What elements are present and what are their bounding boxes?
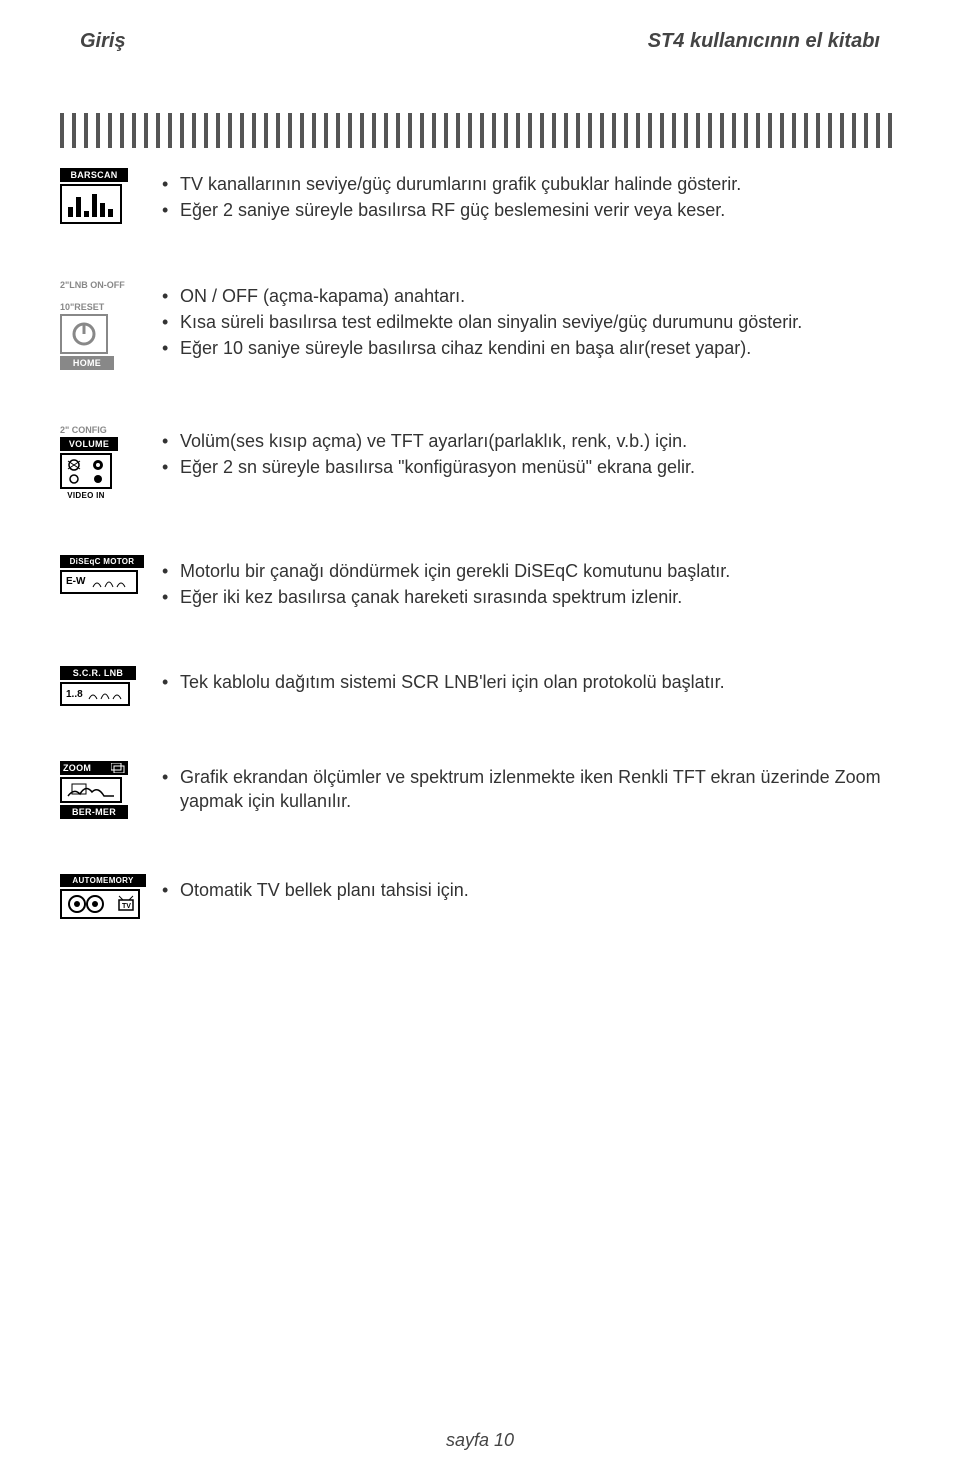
section-text: Otomatik TV bellek planı tahsisi için.	[180, 878, 900, 902]
section-home: 2"LNB ON-OFF 10"RESET HOME ON / OFF (açm…	[60, 280, 900, 370]
decorative-bar-top	[60, 113, 900, 148]
section-text: Tek kablolu dağıtım sistemi SCR LNB'leri…	[180, 670, 900, 694]
section-text: Eğer iki kez basılırsa çanak hareketi sı…	[180, 585, 900, 609]
section-barscan: BARSCAN TV kanallarının seviye/güç durum…	[60, 168, 900, 225]
zoom-label: ZOOM	[60, 761, 128, 775]
motor-icon: E-W	[60, 570, 138, 594]
gears-icon: TV	[60, 889, 140, 919]
videoin-label: VIDEO IN	[60, 491, 112, 500]
barscan-label: BARSCAN	[60, 168, 128, 182]
icon-motor: DiSEqC MOTOR E-W	[60, 555, 150, 594]
icon-scr: S.C.R. LNB 1..8	[60, 666, 150, 706]
motor-label: DiSEqC MOTOR	[60, 555, 144, 568]
lnb-onoff-label: 2"LNB ON-OFF	[60, 280, 140, 290]
scr-label: S.C.R. LNB	[60, 666, 136, 680]
zoom-box-icon	[60, 777, 122, 803]
header-right: ST4 kullanıcının el kitabı	[648, 30, 880, 53]
config-label: 2" CONFIG	[60, 425, 140, 435]
section-scr: S.C.R. LNB 1..8 Tek kablolu dağıtım sist…	[60, 666, 900, 706]
section-text: Eğer 2 sn süreyle basılırsa "konfigürasy…	[180, 455, 900, 479]
icon-barscan: BARSCAN	[60, 168, 150, 224]
icon-zoom: ZOOM BER-MER	[60, 761, 150, 819]
section-automem: AUTOMEMORY TV Otomatik TV bellek planı t…	[60, 874, 900, 919]
volume-icon	[60, 453, 112, 489]
bermer-label: BER-MER	[60, 805, 128, 819]
section-text: Eğer 2 saniye süreyle basılırsa RF güç b…	[180, 198, 900, 222]
tv-icon: TV	[117, 894, 135, 914]
reset-label: 10"RESET	[60, 302, 130, 312]
section-text: TV kanallarının seviye/güç durumlarını g…	[180, 172, 900, 196]
volume-label: VOLUME	[60, 437, 118, 451]
section-text: Eğer 10 saniye süreyle basılırsa cihaz k…	[180, 336, 900, 360]
power-icon	[60, 314, 108, 354]
section-motor: DiSEqC MOTOR E-W Motorlu bir çanağı dönd…	[60, 555, 900, 612]
page-footer: sayfa 10	[0, 1430, 960, 1451]
section-zoom: ZOOM BER-MER Grafik ekrandan ölçümler ve…	[60, 761, 900, 819]
section-text: Grafik ekrandan ölçümler ve spektrum izl…	[180, 765, 900, 814]
header-left: Giriş	[80, 30, 126, 53]
bars-icon	[60, 184, 122, 224]
section-volume: 2" CONFIG VOLUME VIDEO IN Volüm(ses kısı…	[60, 425, 900, 500]
section-text: Motorlu bir çanağı döndürmek için gerekl…	[180, 559, 900, 583]
icon-automem: AUTOMEMORY TV	[60, 874, 150, 919]
icon-volume: 2" CONFIG VOLUME VIDEO IN	[60, 425, 150, 500]
svg-text:TV: TV	[122, 903, 131, 910]
icon-home: 2"LNB ON-OFF 10"RESET HOME	[60, 280, 150, 370]
section-text: ON / OFF (açma-kapama) anahtarı.	[180, 284, 900, 308]
automem-label: AUTOMEMORY	[60, 874, 146, 887]
section-text: Kısa süreli basılırsa test edilmekte ola…	[180, 310, 900, 334]
section-text: Volüm(ses kısıp açma) ve TFT ayarları(pa…	[180, 429, 900, 453]
scr-icon: 1..8	[60, 682, 130, 706]
home-label: HOME	[60, 356, 114, 370]
